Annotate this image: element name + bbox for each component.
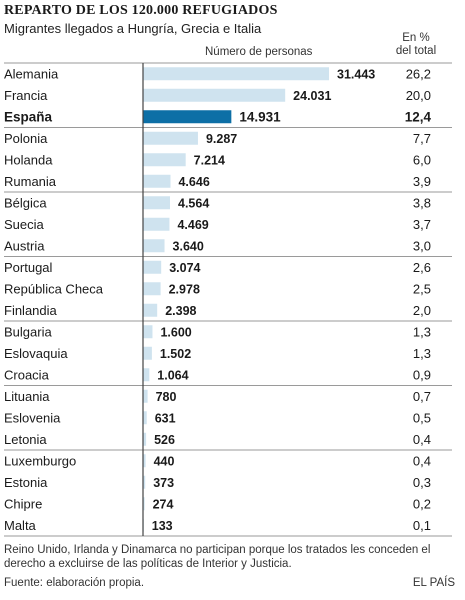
category-label: Estonia [4, 475, 48, 490]
category-label: Austria [4, 238, 45, 253]
value-label: 14.931 [239, 109, 281, 124]
category-label: Eslovenia [4, 410, 61, 425]
value-label: 2.398 [165, 304, 196, 318]
bar [143, 368, 150, 382]
percent-label: 6,0 [413, 152, 431, 167]
value-label: 440 [154, 454, 175, 468]
value-label: 1.064 [157, 368, 188, 382]
bar [143, 67, 330, 81]
percent-label: 1,3 [413, 324, 431, 339]
category-label: Eslovaquia [4, 346, 68, 361]
percent-label: 3,8 [413, 195, 431, 210]
percent-label: 12,4 [405, 109, 432, 124]
value-label: 4.646 [178, 175, 209, 189]
value-label: 4.564 [178, 196, 209, 210]
chart-title: REPARTO DE LOS 120.000 REFUGIADOS [4, 3, 278, 18]
percent-label: 0,7 [413, 389, 431, 404]
percent-label: 0,3 [413, 475, 431, 490]
value-label: 3.074 [169, 261, 200, 275]
column-header-percent-line2: del total [395, 45, 437, 57]
percent-label: 1,3 [413, 346, 431, 361]
percent-label: 2,0 [413, 303, 431, 318]
bar [143, 389, 148, 403]
percent-label: 0,4 [413, 432, 431, 447]
bar [143, 282, 161, 296]
value-label: 133 [152, 519, 173, 533]
bar [143, 88, 286, 102]
bar [143, 303, 158, 317]
value-label: 1.502 [160, 347, 191, 361]
bar [143, 411, 147, 425]
percent-label: 3,9 [413, 174, 431, 189]
category-label: Bélgica [4, 195, 47, 210]
bar [143, 153, 186, 167]
percent-label: 3,7 [413, 217, 431, 232]
value-label: 1.600 [160, 325, 191, 339]
value-label: 24.031 [293, 89, 331, 103]
bar [143, 239, 165, 253]
category-label: Lituania [4, 389, 50, 404]
percent-label: 0,1 [413, 518, 431, 533]
category-label: Suecia [4, 217, 45, 232]
value-label: 274 [153, 497, 174, 511]
column-header-number: Número de personas [205, 46, 313, 58]
category-label: Polonia [4, 131, 48, 146]
value-label: 780 [156, 390, 177, 404]
publisher-brand: EL PAÍS [412, 577, 455, 589]
bar [143, 217, 170, 231]
column-header-percent: En % del total [386, 32, 446, 58]
value-label: 3.640 [173, 239, 204, 253]
percent-label: 0,5 [413, 410, 431, 425]
percent-label: 2,5 [413, 281, 431, 296]
category-label: Rumania [4, 174, 57, 189]
percent-label: 2,6 [413, 260, 431, 275]
percent-label: 7,7 [413, 131, 431, 146]
value-label: 9.287 [206, 132, 237, 146]
category-label: Croacia [4, 367, 50, 382]
bar [143, 196, 171, 210]
value-label: 7.214 [194, 153, 225, 167]
category-label: Malta [4, 518, 37, 533]
value-label: 2.978 [169, 282, 200, 296]
bar [143, 260, 162, 274]
percent-label: 20,0 [406, 88, 431, 103]
column-header-percent-line1: En % [402, 32, 430, 44]
category-label: Finlandia [4, 303, 58, 318]
category-label: Francia [4, 88, 48, 103]
bar [143, 497, 145, 511]
category-label: Luxemburgo [4, 453, 76, 468]
category-label: Portugal [4, 260, 53, 275]
category-label: España [4, 109, 53, 124]
source-note: Fuente: elaboración propia. [4, 577, 145, 589]
chart-subtitle: Migrantes llegados a Hungría, Grecia e I… [4, 21, 262, 36]
bar [143, 131, 198, 145]
value-label: 373 [153, 476, 174, 490]
value-label: 4.469 [177, 218, 208, 232]
category-label: República Checa [4, 281, 104, 296]
category-label: Chipre [4, 496, 42, 511]
category-label: Bulgaria [4, 324, 52, 339]
category-label: Alemania [4, 66, 59, 81]
percent-label: 0,2 [413, 496, 431, 511]
value-label: 31.443 [337, 67, 375, 81]
bar [143, 475, 146, 489]
bar [143, 346, 152, 360]
category-label: Holanda [4, 152, 53, 167]
percent-label: 0,4 [413, 453, 431, 468]
percent-label: 0,9 [413, 367, 431, 382]
value-label: 526 [154, 433, 175, 447]
bar [143, 432, 147, 446]
bar [143, 110, 232, 124]
bar [143, 454, 146, 468]
bar [143, 174, 171, 188]
percent-label: 26,2 [406, 66, 431, 81]
bar [143, 325, 153, 339]
value-label: 631 [155, 411, 176, 425]
footnote: Reino Unido, Irlanda y Dinamarca no part… [4, 544, 431, 570]
percent-label: 3,0 [413, 238, 431, 253]
category-label: Letonia [4, 432, 47, 447]
